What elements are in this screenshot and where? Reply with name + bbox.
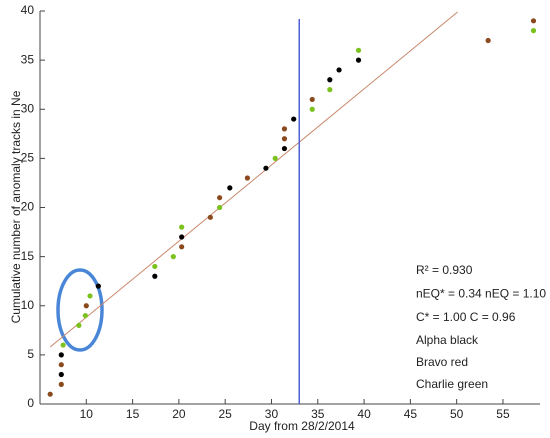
y-tick-label: 25 [21,151,35,165]
x-tick-label: 25 [219,407,233,421]
point [58,371,64,378]
x-axis-label: Day from 28/2/2014 [249,419,355,433]
point [336,67,342,73]
x-tick-label: 45 [404,407,418,421]
point [152,263,158,270]
point [485,37,491,44]
point [309,96,315,103]
point [95,283,101,289]
point [244,175,251,181]
annotation: C* = 1.00 C = 0.96 [416,310,516,324]
point [281,126,288,132]
y-tick-label: 35 [21,52,35,66]
x-tick-label: 10 [80,407,94,421]
x-tick-label: 30 [265,407,279,421]
point [217,195,223,201]
x-tick-label: 55 [496,407,510,421]
point [170,254,176,260]
point [291,116,297,122]
point [272,155,278,161]
point [60,342,66,348]
point [58,362,64,368]
highlight-ellipse [56,268,104,352]
point [179,234,185,240]
point [179,224,185,230]
point [309,106,315,112]
x-tick-label: 50 [450,407,464,421]
point [217,204,223,211]
point [47,391,53,397]
point [281,145,288,152]
point [263,165,269,171]
point [327,87,333,93]
point [327,77,333,83]
point [76,322,82,328]
x-tick-label: 40 [357,407,371,421]
x-tick-label: 20 [172,407,186,421]
y-tick-label: 20 [21,200,35,214]
trend-line [49,11,458,348]
point [152,273,158,279]
point [58,352,64,358]
point [530,28,537,34]
y-tick-label: 15 [21,249,35,263]
legend-entry: Bravo red [416,355,468,369]
point [179,244,185,250]
point [207,214,213,220]
y-tick-label: 30 [21,101,35,115]
legend-entry: Alpha black [416,333,479,347]
y-tick-label: 0 [27,396,34,410]
annotation: nEQ* = 0.34 nEQ = 1.10 [416,287,546,301]
x-tick-label: 15 [126,407,140,421]
point [355,47,362,53]
y-tick-label: 10 [21,298,35,312]
y-tick-label: 40 [21,3,35,17]
legend-entry: Charlie green [416,377,488,391]
point [82,312,88,319]
y-tick-label: 5 [27,347,34,361]
point [281,136,288,142]
annotation: R² = 0.930 [416,263,473,277]
point [83,303,89,309]
point [355,57,362,63]
point [87,293,93,299]
point [530,18,537,24]
point [227,185,233,191]
x-tick-label: 35 [311,407,325,421]
point [58,381,64,387]
y-axis-label: Cumulative number of anomaly tracks in N… [9,90,23,323]
